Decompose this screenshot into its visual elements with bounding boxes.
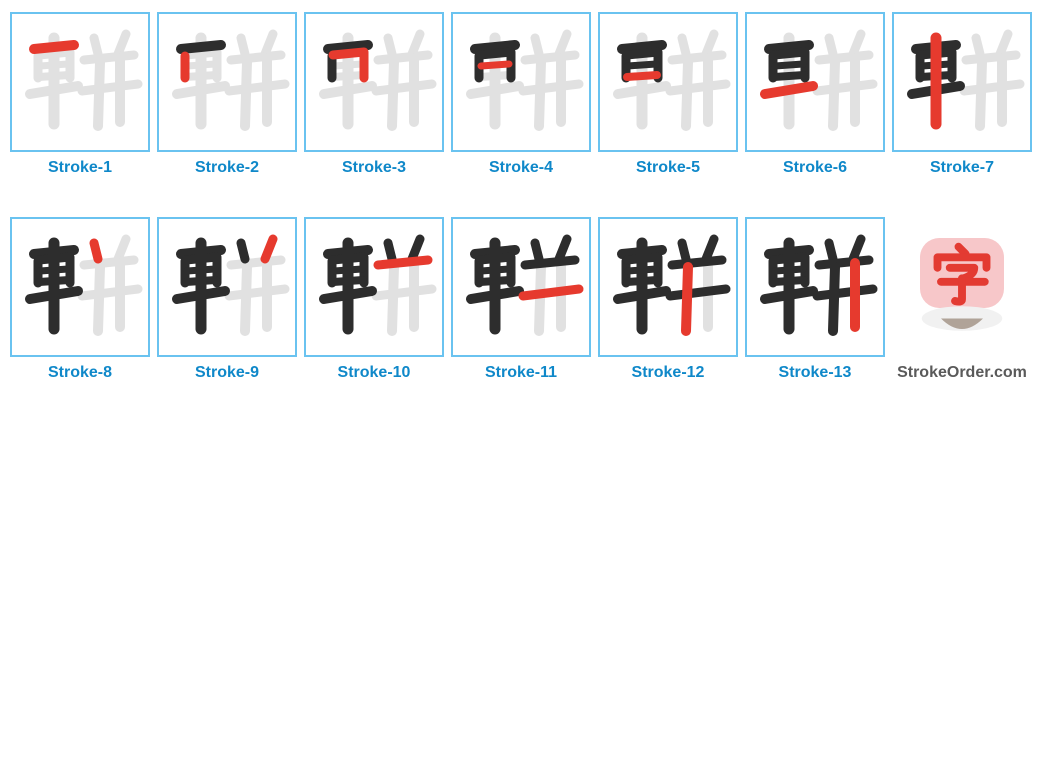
stroke-caption: Stroke-9 <box>195 363 259 418</box>
stroke-diagram <box>310 18 438 146</box>
stroke-tile <box>451 12 591 152</box>
stroke-step: Stroke-11 <box>451 217 591 418</box>
stroke-order-grid: Stroke-1 Stroke-2 Stroke-3 Stroke-4 Stroke-5… <box>10 12 1040 418</box>
stroke-step: Stroke-5 <box>598 12 738 213</box>
stroke-tile <box>451 217 591 357</box>
stroke-step: Stroke-9 <box>157 217 297 418</box>
stroke-diagram <box>457 18 585 146</box>
stroke-tile <box>598 12 738 152</box>
stroke-caption: Stroke-11 <box>485 363 557 418</box>
stroke-diagram <box>898 18 1026 146</box>
stroke-tile <box>157 217 297 357</box>
brand-tile <box>892 217 1032 357</box>
stroke-step: Stroke-3 <box>304 12 444 213</box>
stroke-step: Stroke-7 <box>892 12 1032 213</box>
stroke-caption: Stroke-10 <box>338 363 411 418</box>
stroke-diagram <box>604 223 732 351</box>
stroke-diagram <box>16 18 144 146</box>
stroke-caption: Stroke-13 <box>779 363 852 418</box>
stroke-step: Stroke-8 <box>10 217 150 418</box>
stroke-tile <box>598 217 738 357</box>
stroke-caption: Stroke-5 <box>636 158 700 213</box>
stroke-tile <box>304 217 444 357</box>
stroke-caption: Stroke-4 <box>489 158 553 213</box>
stroke-diagram <box>751 223 879 351</box>
stroke-tile <box>10 217 150 357</box>
stroke-diagram <box>457 223 585 351</box>
stroke-tile <box>304 12 444 152</box>
stroke-caption: Stroke-1 <box>48 158 112 213</box>
stroke-tile <box>892 12 1032 152</box>
stroke-diagram <box>604 18 732 146</box>
stroke-step: Stroke-13 <box>745 217 885 418</box>
stroke-step: Stroke-2 <box>157 12 297 213</box>
brand-caption: StrokeOrder.com <box>897 363 1027 418</box>
stroke-tile <box>745 12 885 152</box>
stroke-diagram <box>751 18 879 146</box>
stroke-step: Stroke-10 <box>304 217 444 418</box>
stroke-tile <box>10 12 150 152</box>
stroke-caption: Stroke-3 <box>342 158 406 213</box>
stroke-caption: Stroke-2 <box>195 158 259 213</box>
stroke-caption: Stroke-6 <box>783 158 847 213</box>
stroke-diagram <box>163 18 291 146</box>
stroke-caption: Stroke-12 <box>632 363 705 418</box>
brand-cell: StrokeOrder.com <box>892 217 1032 418</box>
stroke-step: Stroke-6 <box>745 12 885 213</box>
stroke-caption: Stroke-8 <box>48 363 112 418</box>
stroke-step: Stroke-1 <box>10 12 150 213</box>
stroke-caption: Stroke-7 <box>930 158 994 213</box>
stroke-step: Stroke-4 <box>451 12 591 213</box>
stroke-diagram <box>163 223 291 351</box>
brand-zi-icon <box>906 231 1018 343</box>
stroke-diagram <box>310 223 438 351</box>
stroke-tile <box>745 217 885 357</box>
stroke-diagram <box>16 223 144 351</box>
stroke-tile <box>157 12 297 152</box>
stroke-step: Stroke-12 <box>598 217 738 418</box>
